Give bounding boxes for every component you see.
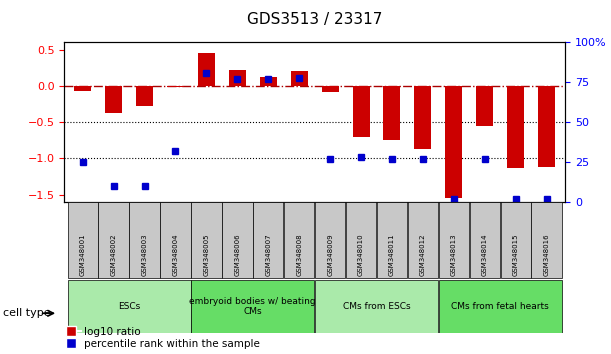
Bar: [384, 86, 400, 140]
Bar: [253, 202, 284, 278]
Text: GSM348007: GSM348007: [265, 234, 271, 276]
Bar: [260, 77, 277, 86]
Text: GSM348004: GSM348004: [172, 234, 178, 276]
Text: GSM348015: GSM348015: [513, 234, 519, 276]
Bar: [167, 86, 184, 87]
Bar: [346, 202, 376, 278]
Text: GSM348010: GSM348010: [358, 234, 364, 276]
Bar: [198, 53, 215, 86]
Bar: [136, 86, 153, 106]
Bar: [191, 202, 222, 278]
Bar: [315, 280, 438, 333]
Bar: [284, 202, 314, 278]
Bar: [74, 86, 91, 91]
Bar: [105, 86, 122, 113]
Text: embryoid bodies w/ beating
CMs: embryoid bodies w/ beating CMs: [189, 297, 316, 316]
Bar: [470, 202, 500, 278]
Text: GSM348006: GSM348006: [235, 234, 240, 276]
Bar: [321, 86, 338, 92]
Bar: [476, 86, 493, 126]
Bar: [414, 86, 431, 149]
Text: CMs from ESCs: CMs from ESCs: [343, 302, 411, 311]
Text: GSM348016: GSM348016: [544, 234, 550, 276]
Bar: [68, 202, 98, 278]
Bar: [439, 280, 562, 333]
Bar: [500, 202, 531, 278]
Text: ESCs: ESCs: [118, 302, 141, 311]
Text: GSM348003: GSM348003: [142, 234, 148, 276]
Bar: [532, 202, 562, 278]
Text: cell type: cell type: [3, 308, 51, 318]
Text: CMs from fetal hearts: CMs from fetal hearts: [452, 302, 549, 311]
Bar: [445, 86, 463, 198]
Text: GSM348014: GSM348014: [481, 234, 488, 276]
Text: GSM348005: GSM348005: [203, 234, 210, 276]
Bar: [222, 202, 252, 278]
Bar: [408, 202, 438, 278]
Bar: [160, 202, 191, 278]
Bar: [191, 280, 314, 333]
Legend: log10 ratio, percentile rank within the sample: log10 ratio, percentile rank within the …: [60, 327, 260, 349]
Bar: [229, 70, 246, 86]
Bar: [68, 280, 191, 333]
Text: GSM348009: GSM348009: [327, 234, 333, 276]
Text: GSM348013: GSM348013: [451, 234, 457, 276]
Text: GSM348011: GSM348011: [389, 234, 395, 276]
Bar: [507, 86, 524, 168]
Text: GSM348012: GSM348012: [420, 234, 426, 276]
Bar: [353, 86, 370, 137]
Bar: [439, 202, 469, 278]
Bar: [291, 72, 308, 86]
Text: GSM348002: GSM348002: [111, 234, 117, 276]
Bar: [130, 202, 159, 278]
Bar: [538, 86, 555, 167]
Text: GSM348001: GSM348001: [79, 234, 86, 276]
Bar: [315, 202, 345, 278]
Bar: [98, 202, 129, 278]
Text: GSM348008: GSM348008: [296, 234, 302, 276]
Text: GDS3513 / 23317: GDS3513 / 23317: [247, 12, 382, 27]
Bar: [377, 202, 407, 278]
